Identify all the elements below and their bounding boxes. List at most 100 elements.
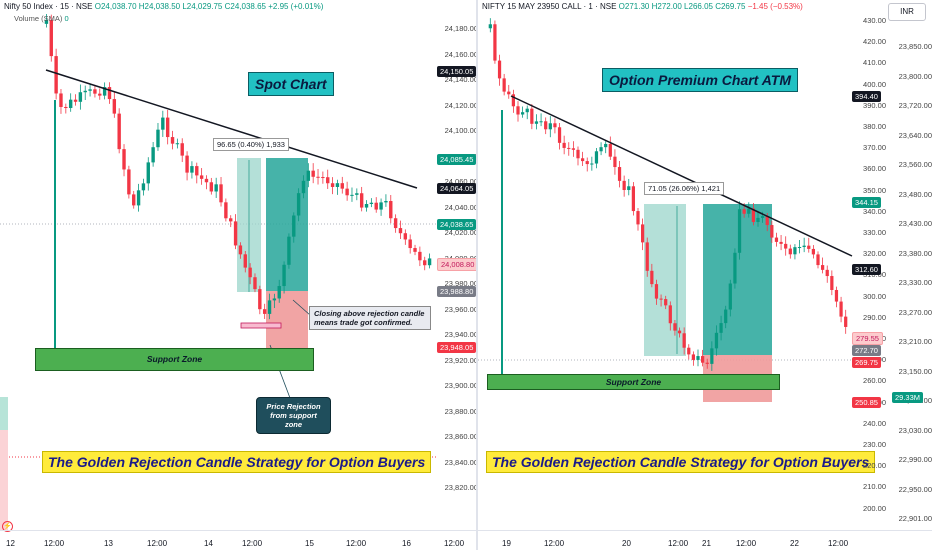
spot-candle-body	[355, 193, 359, 195]
opt-candle-body	[544, 121, 548, 130]
spot-candle-body	[398, 228, 403, 234]
opt-candle-body	[604, 143, 608, 148]
option-chart-title: Option Premium Chart ATM	[602, 68, 798, 92]
opt-candle-body	[710, 348, 714, 364]
option-chart-canvas[interactable]	[478, 0, 932, 550]
opt-candle-body	[788, 248, 792, 255]
tradingview-logo-icon[interactable]: ⚡	[2, 521, 13, 532]
spot-candle-body	[68, 99, 73, 109]
axis-tick-label: 240.00	[863, 418, 886, 428]
option-change: −1.45 (−0.53%)	[747, 2, 803, 11]
opt-candle-body	[802, 245, 806, 248]
opt-candle-body	[659, 298, 663, 300]
spot-candle-body	[180, 143, 184, 156]
overlay-price-axis[interactable]: 23,850.00 23,800.00 23,720.00 23,640.00 23,5…	[888, 0, 932, 530]
opt-candle-body	[839, 301, 843, 317]
opt-candle-body	[682, 333, 686, 348]
opt-candle-body	[562, 142, 566, 148]
opt-tag-last: 269.75	[852, 357, 881, 368]
spot-candle-body	[170, 137, 175, 144]
spot-candle-body	[282, 264, 286, 287]
spot-candle-body	[132, 194, 136, 206]
spot-candle-body	[335, 183, 340, 187]
opt-candle-body	[747, 208, 751, 214]
opt-candle-body	[548, 123, 552, 130]
axis-tick-label: 320.00	[863, 249, 886, 259]
spot-chart-canvas[interactable]	[0, 0, 478, 550]
spot-candle-body	[423, 260, 427, 266]
opt-candle-body	[534, 121, 539, 124]
opt-candle-body	[567, 147, 571, 149]
spot-symbol: Nifty 50 Index · 15 · NSE	[4, 2, 93, 11]
axis-tick-label: 23,030.00	[898, 425, 932, 435]
price-tag-trendline: 24,064.05	[437, 183, 477, 194]
time-axis-label: 21	[702, 539, 711, 548]
axis-tick-label: 380.00	[863, 122, 886, 131]
axis-tick-label: 23,150.00	[898, 366, 932, 376]
opt-candle-body	[631, 186, 635, 212]
axis-tick-label: 24,040.00	[444, 202, 478, 212]
opt-candle-body	[664, 299, 668, 306]
axis-tick-label: 340.00	[863, 206, 886, 216]
spot-candle-body	[345, 188, 349, 196]
opt-candle-body	[830, 276, 834, 290]
spot-candle-body	[306, 170, 311, 181]
stop-zone	[266, 291, 308, 348]
spot-candle-body	[272, 298, 277, 301]
axis-tick-label: 24,020.00	[444, 228, 478, 237]
spot-time-axis[interactable]: 12 12:00 13 12:00 14 12:00 15 12:00 16 12:00	[0, 530, 478, 550]
spot-candle-body	[311, 170, 315, 177]
volume-label: Volume (SMA)	[14, 14, 63, 23]
time-axis-label: 12:00	[44, 539, 65, 548]
spot-candle-body	[165, 117, 170, 138]
opt-trendline	[510, 95, 853, 257]
axis-tick-label: 23,560.00	[898, 160, 932, 169]
spot-candle-body	[340, 183, 344, 189]
option-time-axis[interactable]: 19 12:00 20 12:00 21 12:00 22 12:00	[478, 530, 932, 550]
spot-candle-body	[107, 87, 112, 100]
axis-tick-label: 24,140.00	[444, 75, 478, 84]
time-axis-label: 12:00	[668, 539, 689, 548]
spot-candle-body	[54, 56, 58, 94]
opt-candle-body	[650, 270, 654, 285]
volume-tag: 29.33M	[892, 392, 924, 403]
opt-candle-body	[765, 216, 769, 226]
price-tag-mid: 23,988.80	[437, 286, 477, 297]
volume-legend[interactable]: Volume (SMA) 0	[14, 14, 69, 23]
currency-button[interactable]: INR	[888, 3, 926, 21]
time-axis-label: 15	[305, 539, 314, 548]
opt-candle-body	[793, 247, 797, 255]
confirm-callout: Closing above rejection candle means tra…	[309, 306, 431, 330]
opt-candle-body	[571, 148, 575, 150]
spot-candle-body	[156, 129, 160, 148]
pane-divider[interactable]	[476, 0, 479, 550]
axis-tick-label: 23,800.00	[898, 71, 932, 81]
spot-candle-body	[384, 201, 388, 203]
axis-tick-label: 24,180.00	[444, 24, 478, 33]
volume-bar-red	[0, 430, 8, 530]
spot-candle-body	[277, 286, 281, 299]
opt-candle-body	[696, 356, 700, 360]
spot-candle-body	[195, 166, 199, 176]
axis-tick-label: 23,380.00	[898, 248, 932, 258]
axis-tick-label: 290.00	[863, 312, 886, 322]
spot-candle-body	[83, 90, 87, 93]
opt-candle-body	[553, 123, 557, 128]
strategy-banner-left: The Golden Rejection Candle Strategy for…	[42, 451, 432, 473]
opt-tag-mid: 272.70	[852, 345, 881, 356]
opt-candle-body	[507, 91, 511, 95]
option-chart-pane[interactable]: NIFTY 15 MAY 23950 CALL · 1 · NSE O271.3…	[478, 0, 932, 550]
opt-candle-body	[807, 245, 811, 249]
spot-candle-body	[185, 155, 189, 173]
opt-candle-body	[779, 241, 783, 244]
opt-candle-body	[719, 323, 723, 333]
opt-candle-body	[525, 108, 529, 113]
axis-tick-label: 230.00	[863, 440, 886, 449]
spot-chart-pane[interactable]: Nifty 50 Index · 15 · NSE O24,038.70 H24…	[0, 0, 478, 550]
spot-candle-body	[88, 89, 92, 91]
opt-candle-body	[691, 354, 695, 360]
target-zone	[266, 158, 308, 291]
opt-candle-body	[613, 156, 617, 168]
opt-candle-body	[654, 284, 659, 299]
opt-tag-trendline: 312.60	[852, 264, 881, 275]
